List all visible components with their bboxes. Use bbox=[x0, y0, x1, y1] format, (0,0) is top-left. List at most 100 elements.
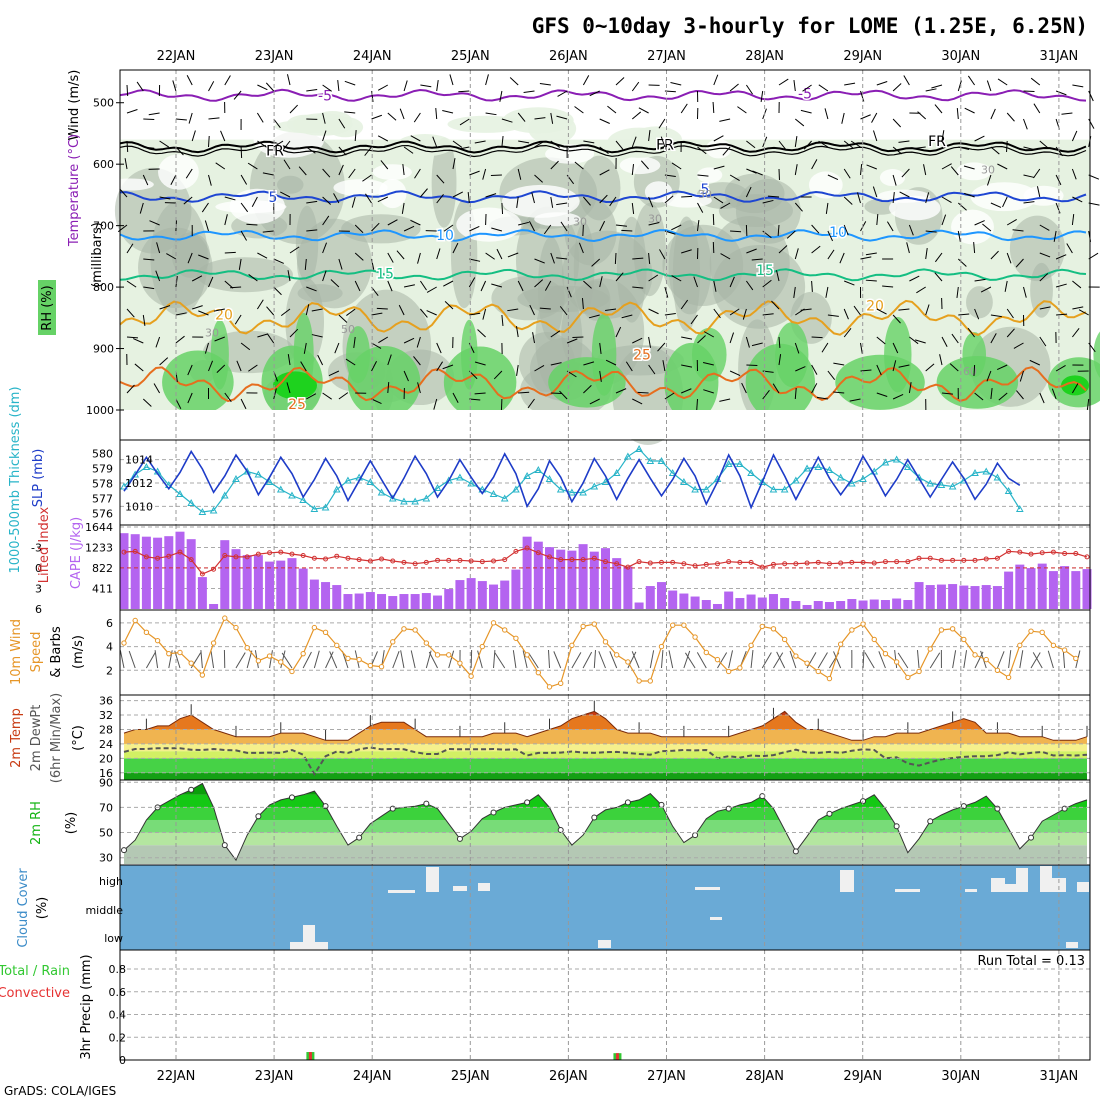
wind10m-axis-label-3: & Barbs bbox=[49, 626, 64, 678]
wind-barb bbox=[403, 370, 409, 382]
wind-speed-point bbox=[244, 645, 250, 651]
wind10m-axis-label-2: Speed bbox=[29, 632, 44, 673]
cape-bar bbox=[858, 600, 868, 609]
wind-barb bbox=[449, 74, 454, 86]
wind-barb bbox=[334, 342, 340, 354]
wind-barb bbox=[337, 80, 340, 92]
wind-barb bbox=[365, 193, 372, 204]
rh-gap-patch bbox=[619, 156, 661, 175]
wind-barb bbox=[398, 304, 405, 316]
wind-barb bbox=[403, 225, 415, 232]
cape-bar bbox=[645, 586, 655, 609]
thickness-point bbox=[523, 471, 531, 479]
wind-barb bbox=[267, 333, 275, 344]
wind-barb bbox=[605, 359, 617, 366]
wind-barb bbox=[745, 280, 754, 291]
wind-barb bbox=[609, 196, 617, 207]
cloud-tick-label: high bbox=[99, 875, 123, 888]
wind-barb bbox=[266, 306, 275, 316]
wind-barb bbox=[827, 249, 835, 260]
wind-barb bbox=[403, 146, 414, 154]
wind-barb-10m bbox=[717, 652, 728, 669]
wind-barb bbox=[582, 75, 590, 86]
precip-tick-label: 0.8 bbox=[109, 963, 127, 976]
wind-barb bbox=[843, 328, 852, 338]
rh-green-patch bbox=[884, 316, 912, 393]
rh-band bbox=[124, 819, 1087, 833]
rh-point bbox=[927, 818, 934, 825]
wind-speed-point bbox=[916, 668, 922, 675]
wind-barb bbox=[532, 332, 535, 344]
wind-barb bbox=[426, 310, 437, 316]
wind-barb bbox=[139, 202, 144, 214]
wind-barb bbox=[380, 160, 389, 170]
thickness-point bbox=[299, 495, 308, 503]
thickness-point bbox=[556, 485, 565, 493]
upper-air-ytick-label: 700 bbox=[93, 220, 114, 233]
wind-barb bbox=[794, 118, 805, 127]
cape-bar bbox=[970, 586, 980, 609]
wind-barb-10m bbox=[929, 652, 941, 669]
wind-speed-point bbox=[781, 636, 788, 643]
wind-barb-10m bbox=[683, 650, 691, 669]
upper-air-ytick-label: 800 bbox=[93, 281, 114, 294]
wind-speed-point bbox=[770, 626, 777, 632]
wind-barb-10m bbox=[522, 650, 528, 669]
wind-barb bbox=[133, 338, 144, 344]
thickness-point bbox=[344, 476, 352, 484]
wind-barb bbox=[469, 170, 480, 176]
cape-bar bbox=[768, 594, 778, 609]
wind-speed-point bbox=[367, 662, 374, 669]
cape-bar bbox=[354, 593, 364, 609]
wind-barb bbox=[697, 146, 707, 155]
wind-barb bbox=[986, 370, 992, 382]
rh-contour-label: 30 bbox=[698, 188, 712, 201]
wind-barb bbox=[906, 242, 910, 254]
lifted-index-point bbox=[658, 559, 664, 565]
cloud-patch bbox=[598, 940, 611, 948]
wind-barb bbox=[671, 275, 682, 282]
wind-barb bbox=[306, 229, 318, 232]
wind-barb bbox=[338, 118, 346, 129]
cape-bar bbox=[1082, 569, 1092, 609]
wind-barb-10m bbox=[996, 651, 1005, 669]
wind-barb bbox=[175, 276, 178, 288]
wind-barb bbox=[516, 364, 519, 376]
isotherm-label: FR bbox=[656, 138, 674, 154]
slp-tick-label: 1012 bbox=[125, 477, 153, 490]
wind-barb bbox=[539, 83, 551, 86]
thickness-point bbox=[568, 488, 576, 496]
wind-barb bbox=[872, 130, 878, 142]
wind-speed-point bbox=[289, 668, 295, 675]
wind-barb bbox=[860, 90, 865, 102]
wind-barb bbox=[550, 140, 560, 148]
wind-barb bbox=[713, 308, 721, 319]
rh-mid-patch bbox=[864, 198, 898, 215]
wind-barb-10m bbox=[174, 650, 181, 669]
wind-barb-10m bbox=[952, 650, 957, 669]
wind-barb bbox=[631, 81, 640, 92]
wind-speed-point bbox=[188, 660, 194, 666]
cape-bar bbox=[433, 595, 443, 609]
wind-barb bbox=[664, 286, 669, 298]
cloud-patch bbox=[1077, 882, 1089, 892]
wind-barb bbox=[621, 314, 633, 319]
isotherm-label: 15 bbox=[376, 267, 394, 283]
wind-barb-10m bbox=[878, 651, 886, 669]
wind-speed-point bbox=[210, 640, 217, 646]
wind-barb bbox=[839, 252, 845, 264]
rh-green-patch bbox=[591, 313, 617, 396]
wind-barb bbox=[1033, 103, 1041, 114]
cape-bar bbox=[164, 536, 174, 609]
wind-barb bbox=[240, 146, 243, 159]
wind-speed-point bbox=[1061, 647, 1068, 653]
lifted-index-point bbox=[211, 566, 217, 572]
temp-tick-label: 24 bbox=[99, 738, 113, 751]
cape-bar bbox=[1037, 563, 1047, 609]
wind-barb bbox=[377, 196, 389, 203]
wind-barb bbox=[143, 146, 155, 149]
wind-barb bbox=[720, 253, 731, 260]
wind-barb bbox=[850, 140, 861, 148]
cape-bar bbox=[1004, 571, 1014, 609]
